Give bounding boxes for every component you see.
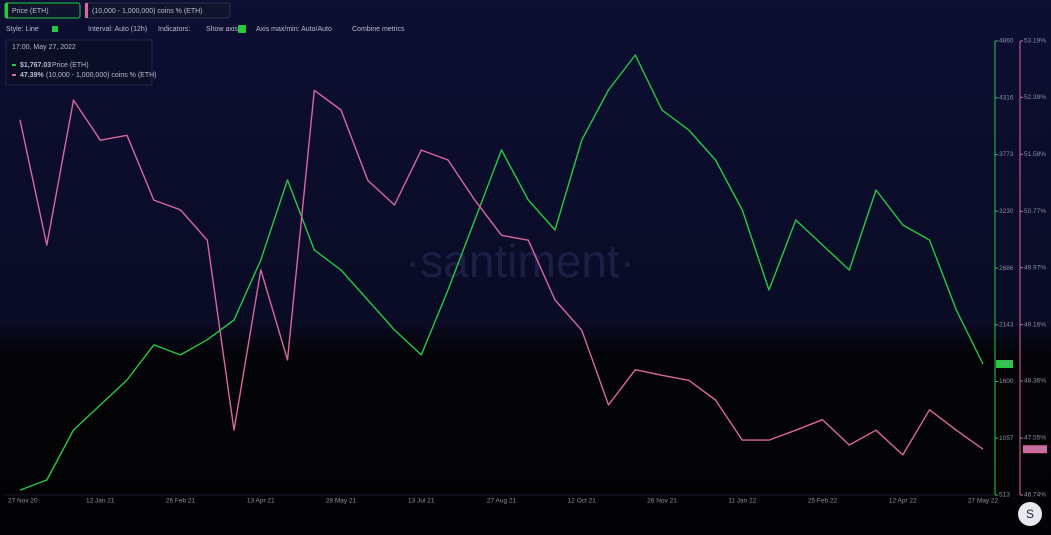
toolbar-item[interactable]: Show axis xyxy=(206,26,238,33)
series-line xyxy=(19,89,984,456)
chip-label: (10,000 - 1,000,000) coins % (ETH) xyxy=(92,8,203,15)
y-tick-label: 2686 xyxy=(999,265,1014,272)
x-tick-label: 13 Apr 21 xyxy=(247,498,275,505)
y2-tick-label: 49.97% xyxy=(1024,264,1046,271)
watermark: ·santiment· xyxy=(405,235,635,287)
badge-label: 47.39% xyxy=(1024,446,1046,453)
y2-tick-label: 51.58% xyxy=(1024,151,1046,158)
chip-color xyxy=(85,3,88,18)
toolbar-item[interactable]: Interval: Auto (12h) xyxy=(88,26,147,33)
color-swatch[interactable] xyxy=(52,26,58,32)
y2-tick-label: 47.55% xyxy=(1024,435,1046,442)
x-tick-label: 26 Feb 21 xyxy=(166,498,196,505)
tooltip-text: (10,000 - 1,000,000) coins % (ETH) xyxy=(46,72,157,79)
x-tick-label: 11 Jan 22 xyxy=(728,498,756,505)
value-badge xyxy=(1023,445,1047,454)
x-tick-label: 12 Jan 21 xyxy=(86,498,115,505)
santiment-logo: S xyxy=(1026,507,1034,521)
toolbar-item[interactable]: Axis max/min: Auto/Auto xyxy=(256,26,332,33)
santiment-button[interactable] xyxy=(1018,502,1042,526)
tooltip-value: $1,767.03 xyxy=(20,62,51,69)
toolbar-item[interactable]: Combine metrics xyxy=(352,26,405,33)
x-tick-label: 26 Nov 21 xyxy=(647,498,677,505)
tooltip-value: 47.39% xyxy=(20,72,45,79)
y2-tick-label: 50.77% xyxy=(1024,208,1046,215)
y2-tick-label: 53.19% xyxy=(1024,38,1046,45)
y-tick-label: 513 xyxy=(999,492,1010,499)
y-tick-label: 4316 xyxy=(999,95,1014,102)
tooltip-text: Price (ETH) xyxy=(52,62,89,69)
y-tick-label: 1600 xyxy=(999,378,1014,385)
x-tick-label: 27 May 22 xyxy=(968,498,999,505)
value-badge xyxy=(996,360,1013,369)
x-tick-label: 27 Aug 21 xyxy=(487,498,517,505)
chip-label: Price (ETH) xyxy=(12,8,49,15)
x-tick-label: 12 Oct 21 xyxy=(568,498,597,505)
y-tick-label: 3773 xyxy=(999,151,1014,158)
tooltip-title: 17:00, May 27, 2022 xyxy=(12,44,76,51)
x-tick-label: 27 Nov 20 xyxy=(8,498,38,505)
y2-tick-label: 48.36% xyxy=(1024,378,1046,385)
x-tick-label: 28 May 21 xyxy=(326,498,357,505)
toolbar-item[interactable]: Style: Line xyxy=(6,26,39,33)
y-tick-label: 1057 xyxy=(999,435,1014,442)
y-tick-label: 2143 xyxy=(999,321,1014,328)
y-tick-label: 4860 xyxy=(999,38,1014,45)
badge-label: 1767 xyxy=(998,361,1013,368)
checkbox[interactable] xyxy=(238,25,246,33)
y-tick-label: 3230 xyxy=(999,208,1014,215)
toolbar-item[interactable]: Indicators: xyxy=(158,26,190,33)
chip-color xyxy=(5,3,8,18)
tooltip xyxy=(5,39,153,86)
x-tick-label: 25 Feb 22 xyxy=(808,498,838,505)
y2-tick-label: 52.39% xyxy=(1024,94,1046,101)
y2-tick-label: 46.74% xyxy=(1024,492,1046,499)
tooltip-swatch xyxy=(12,74,16,76)
series-line xyxy=(19,54,984,491)
y2-tick-label: 49.16% xyxy=(1024,321,1046,328)
x-tick-label: 13 Jul 21 xyxy=(408,498,435,505)
x-tick-label: 12 Apr 22 xyxy=(889,498,917,505)
tooltip-swatch xyxy=(12,64,16,66)
